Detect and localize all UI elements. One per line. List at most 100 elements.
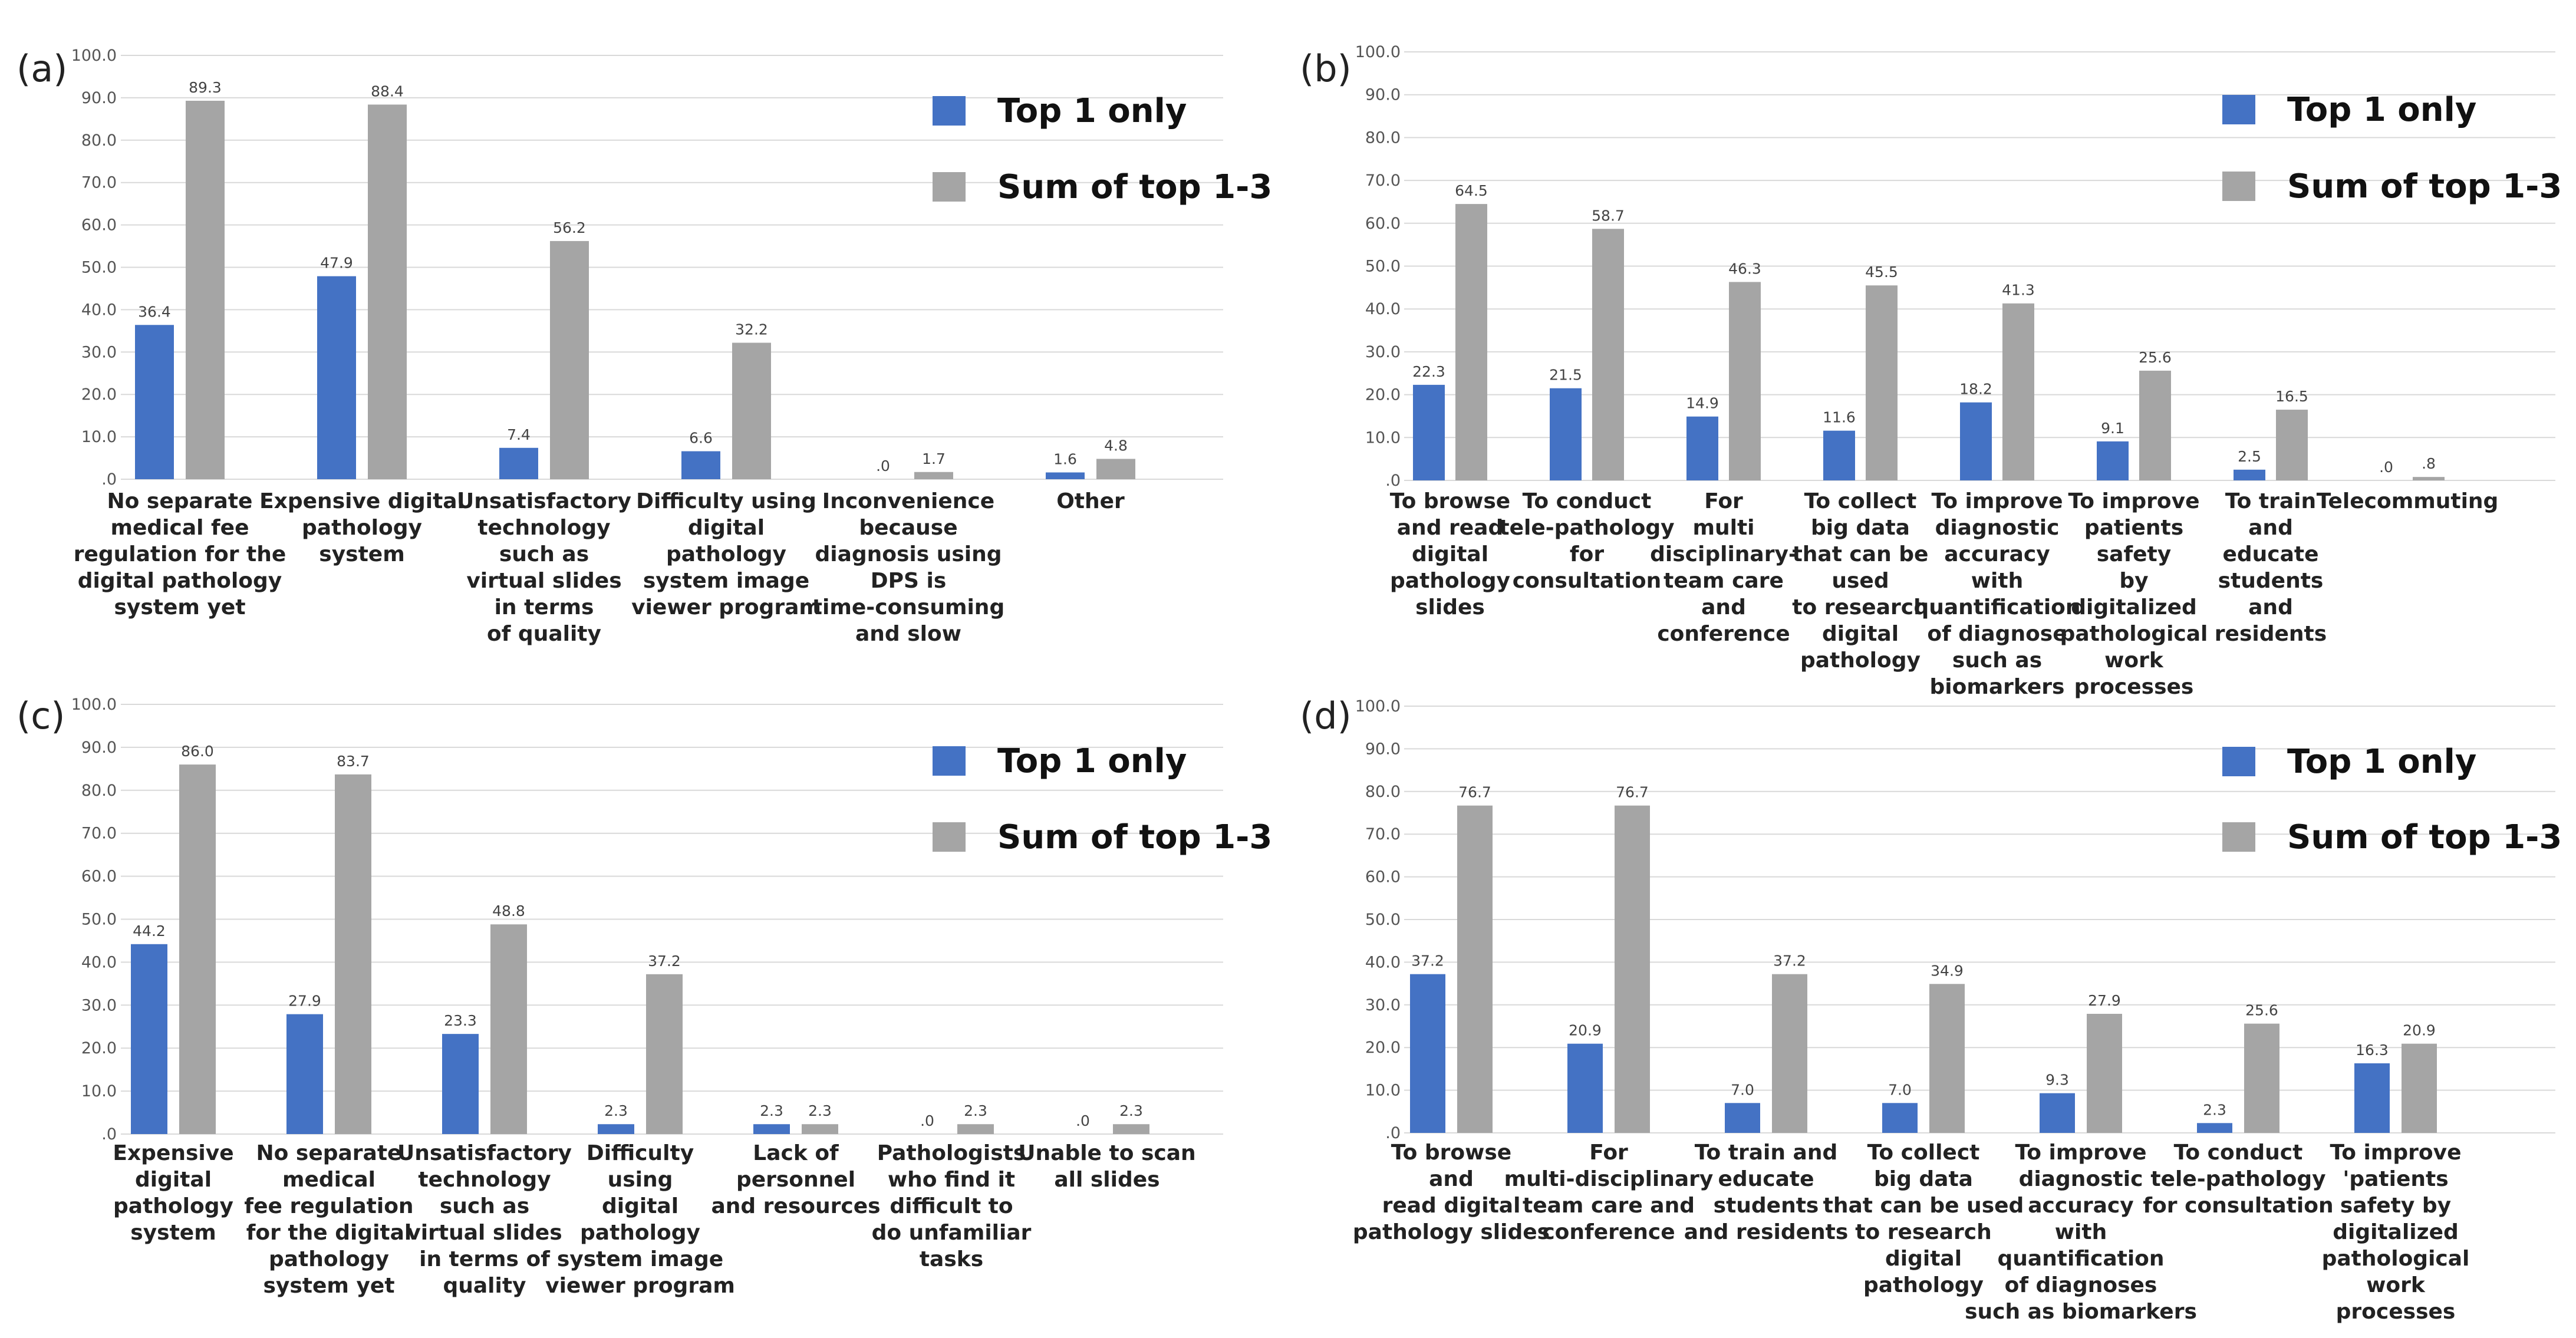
y-tick-label: 90.0 xyxy=(1365,740,1401,758)
bar-top1 xyxy=(317,276,356,479)
data-label: 6.6 xyxy=(689,430,713,447)
y-tick-label: .0 xyxy=(1385,1124,1401,1142)
y-tick-label: 60.0 xyxy=(81,868,117,886)
bar-sum-top3 xyxy=(1457,805,1493,1133)
panel-label: (b) xyxy=(1300,47,1352,90)
legend-swatch-top1 xyxy=(933,96,966,126)
bar-top1 xyxy=(1882,1103,1918,1133)
data-label: .0 xyxy=(876,457,890,474)
category-label: Unsatisfactory technology such as virtual s… xyxy=(397,1141,572,1298)
bar-sum-top3 xyxy=(957,1124,994,1134)
data-label: 23.3 xyxy=(444,1012,477,1029)
data-label: 48.8 xyxy=(492,902,525,920)
y-tick-label: 80.0 xyxy=(81,782,117,800)
legend-swatch-sum xyxy=(933,172,966,202)
legend-label-sum: Sum of top 1-3 xyxy=(2287,167,2562,206)
y-tick-label: 70.0 xyxy=(81,825,117,843)
data-label: 9.3 xyxy=(2045,1072,2069,1089)
data-label: 56.2 xyxy=(553,219,586,236)
panel-label: (d) xyxy=(1300,694,1352,737)
data-label: 86.0 xyxy=(181,743,214,760)
data-label: 58.7 xyxy=(1592,207,1625,224)
category-label: To train and educate students and residents xyxy=(2215,489,2327,646)
data-label: 46.3 xyxy=(1728,260,1761,277)
data-label: 18.2 xyxy=(1959,381,1992,398)
bar-sum-top3 xyxy=(179,764,216,1134)
bar-top1 xyxy=(442,1034,479,1134)
category-label: Unable to scan all slides xyxy=(1018,1141,1195,1192)
bar-sum-top3 xyxy=(802,1124,838,1134)
y-tick-label: 40.0 xyxy=(1365,953,1401,971)
bar-top1 xyxy=(2234,469,2265,480)
data-label: 2.3 xyxy=(964,1102,987,1119)
data-label: 2.3 xyxy=(2203,1101,2226,1118)
y-tick-label: 30.0 xyxy=(81,343,117,361)
y-tick-label: 100.0 xyxy=(71,696,117,714)
legend-label-sum: Sum of top 1-3 xyxy=(997,818,1272,856)
y-tick-label: 30.0 xyxy=(1365,343,1401,361)
y-tick-label: 10.0 xyxy=(1365,1082,1401,1100)
data-label: 1.6 xyxy=(1053,450,1077,467)
panel-b: (b) 100.0 90.0 80.0 70.0 60.0 50.0 40.0 30.0 20.0… xyxy=(1300,43,2562,699)
data-label: 45.5 xyxy=(1865,263,1898,281)
data-label: 20.9 xyxy=(1569,1022,1602,1039)
category-label: For multi-disciplinary team care and confer… xyxy=(1504,1141,1714,1244)
category-label: To browse and read digital pathology slides xyxy=(1390,489,1510,619)
legend-label-sum: Sum of top 1-3 xyxy=(997,168,1272,206)
bar-top1 xyxy=(2197,1123,2232,1133)
data-label: 37.2 xyxy=(1411,953,1444,970)
bar-sum-top3 xyxy=(490,924,527,1134)
y-tick-label: 40.0 xyxy=(81,301,117,319)
data-label: 76.7 xyxy=(1616,784,1649,801)
category-label: Expensive digital pathology system xyxy=(113,1141,233,1245)
y-tick-label: .0 xyxy=(101,1125,117,1143)
bar-sum-top3 xyxy=(2413,477,2445,480)
bar-sum-top3 xyxy=(914,472,953,479)
bar-sum-top3 xyxy=(1615,805,1650,1133)
data-label: 36.4 xyxy=(138,303,171,320)
data-label: 37.2 xyxy=(648,953,681,970)
category-label: Unsatisfactory technology such as virtual s… xyxy=(457,489,631,646)
bar-top1 xyxy=(499,447,538,479)
y-tick-label: 70.0 xyxy=(81,174,117,192)
bar-sum-top3 xyxy=(1866,285,1898,480)
legend-label-top1: Top 1 only xyxy=(997,742,1187,780)
category-label: To collect big data that can be used to res… xyxy=(1823,1141,2024,1297)
legend-swatch-sum xyxy=(2222,822,2255,852)
bar-sum-top3 xyxy=(732,342,771,479)
y-tick-label: 50.0 xyxy=(1365,911,1401,929)
category-label: To improve patients safety by digitalized pat… xyxy=(2060,489,2208,699)
data-label: 11.6 xyxy=(1823,409,1856,426)
category-label: To collect big data that can be used to rese… xyxy=(1792,489,1929,673)
bar-sum-top3 xyxy=(1729,282,1761,480)
bar-sum-top3 xyxy=(1929,984,1965,1133)
bar-sum-top3 xyxy=(1455,204,1487,480)
y-tick-label: 60.0 xyxy=(1365,215,1401,233)
bar-top1 xyxy=(2040,1093,2075,1133)
data-label: 2.3 xyxy=(604,1102,628,1119)
y-tick-label: 50.0 xyxy=(81,911,117,929)
data-label: 2.3 xyxy=(808,1102,832,1119)
panel-a: (a) 100.0 90.0 80.0 70.0 60.0 50.0 40.0 30.0 20.0… xyxy=(17,47,1272,646)
data-label: 16.5 xyxy=(2275,388,2308,405)
panel-c: (c) 100.0 90.0 80.0 70.0 60.0 50.0 40.0 30.0 20.0… xyxy=(17,694,1272,1298)
category-label: No separate medical fee regulation for the … xyxy=(244,1141,413,1298)
y-tick-label: 60.0 xyxy=(81,216,117,235)
bar-sum-top3 xyxy=(2139,370,2171,480)
category-label: To improve diagnostic accuracy with quantifi… xyxy=(1965,1141,2197,1324)
category-label: Other xyxy=(1056,489,1125,513)
y-tick-label: 90.0 xyxy=(1365,86,1401,104)
category-label: Difficulty using digital pathology system im… xyxy=(545,1141,735,1298)
bar-sum-top3 xyxy=(2002,303,2034,480)
y-tick-label: 10.0 xyxy=(81,428,117,446)
panel-d: (d) 100.0 90.0 80.0 70.0 60.0 50.0 40.0 30.0 20.0… xyxy=(1300,694,2562,1324)
bar-top1 xyxy=(1960,402,1992,480)
y-tick-label: 60.0 xyxy=(1365,868,1401,886)
legend-swatch-top1 xyxy=(933,746,966,776)
bar-top1 xyxy=(1686,416,1718,480)
data-label: 4.8 xyxy=(1104,437,1128,454)
category-label: To train and educate students and residents xyxy=(1684,1141,1849,1244)
category-label: No separate medical fee regulation for the… xyxy=(74,489,286,619)
y-tick-label: 10.0 xyxy=(81,1082,117,1100)
bar-sum-top3 xyxy=(2402,1043,2437,1133)
